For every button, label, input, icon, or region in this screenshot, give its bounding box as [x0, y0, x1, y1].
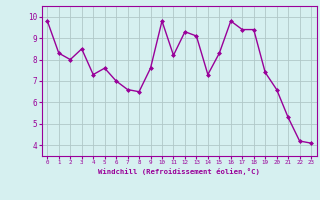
- X-axis label: Windchill (Refroidissement éolien,°C): Windchill (Refroidissement éolien,°C): [98, 168, 260, 175]
